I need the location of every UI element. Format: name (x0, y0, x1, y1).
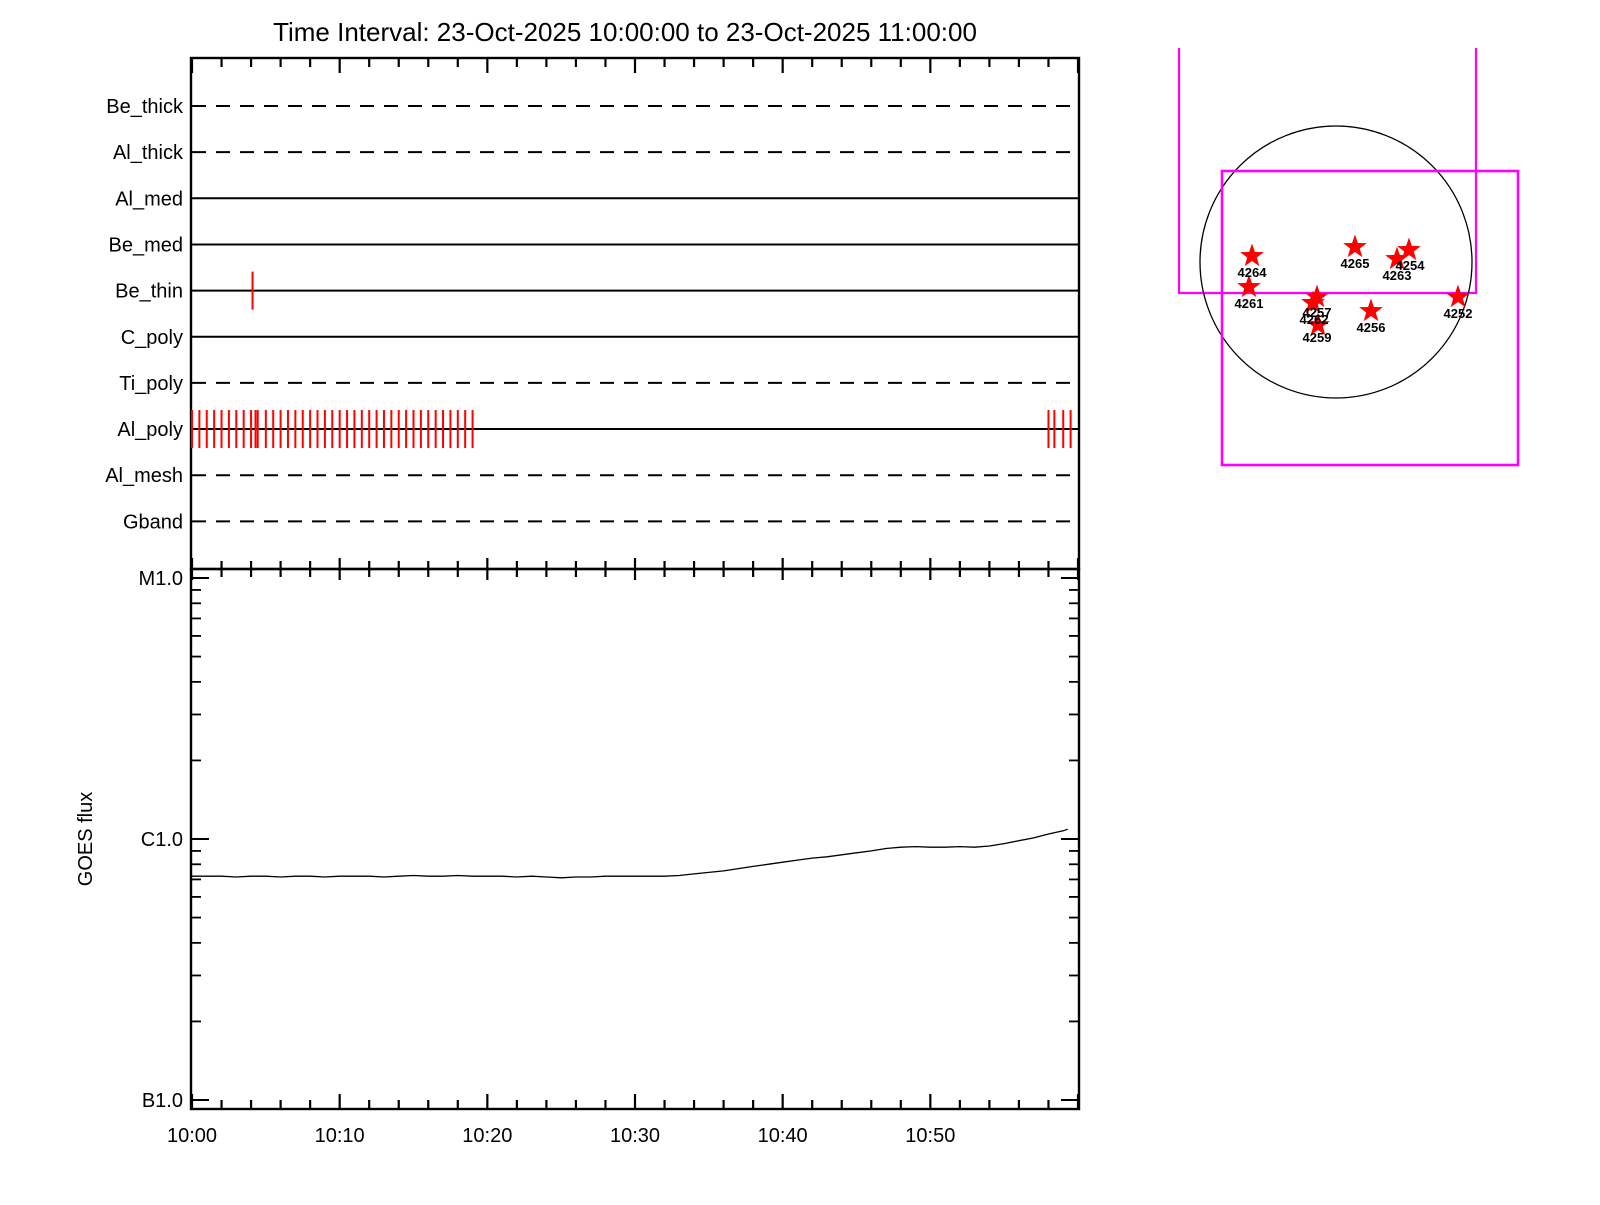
filter-row-label: Al_thick (113, 142, 184, 164)
solar-limb-circle (1199, 125, 1473, 399)
filter-row-label: Ti_poly (119, 373, 183, 395)
active-region-label: 4262 (1300, 312, 1329, 327)
filter-row-label: C_poly (121, 327, 183, 349)
filter-timeline-panel: Be_thick Al_thick Al_med Be_med Be_thin C_pol… (105, 56, 1081, 580)
goes-flux-curve (192, 828, 1068, 879)
active-region-star-marker (1237, 274, 1261, 298)
active-region-star-marker (1343, 234, 1367, 258)
filter-row-label: Be_med (109, 234, 184, 256)
active-region-star-marker (1359, 298, 1383, 322)
active-region-label: 4263 (1383, 268, 1412, 283)
active-region-star-marker (1240, 243, 1264, 267)
page-title: Time Interval: 23-Oct-2025 10:00:00 to 2… (273, 17, 977, 47)
active-region-star-marker (1301, 290, 1325, 314)
filter-row-label: Be_thick (106, 96, 184, 118)
active-region-star-marker (1306, 312, 1330, 336)
goes-x-tick-label: 10:10 (315, 1125, 365, 1147)
active-region-label: 4261 (1235, 296, 1264, 311)
active-region-label: 4254 (1396, 258, 1426, 273)
goes-x-tick-label: 10:40 (758, 1125, 808, 1147)
active-region-label: 4257 (1303, 305, 1332, 320)
filter-row-label: Al_poly (117, 419, 183, 441)
active-region-star-marker (1385, 246, 1409, 270)
goes-y-tick-label: C1.0 (141, 829, 183, 851)
goes-panel-frame (189, 567, 1081, 1111)
active-region-label: 4264 (1238, 265, 1268, 280)
active-region-star-marker (1397, 237, 1421, 261)
fov-box-lower (1220, 169, 1520, 467)
filter-row-label: Be_thin (115, 281, 183, 303)
filter-row-label: Al_med (115, 188, 183, 210)
goes-flux-panel: M1.0 C1.0 B1.0 10:00 10:10 10:20 10:30 10:40 10:… (139, 567, 1081, 1147)
goes-x-tick-label: 10:20 (462, 1125, 512, 1147)
active-region-label: 4259 (1303, 330, 1332, 345)
active-region-label: 4265 (1341, 256, 1370, 271)
goes-y-axis-title: GOES flux (75, 792, 97, 886)
goes-x-tick-label: 10:50 (905, 1125, 955, 1147)
active-region-star-marker (1446, 284, 1470, 308)
goes-x-tick-label: 10:30 (610, 1125, 660, 1147)
filter-row-label: Al_mesh (105, 465, 183, 487)
goes-y-tick-label: M1.0 (139, 568, 183, 590)
goes-x-tick-label: 10:00 (167, 1125, 217, 1147)
active-region-label: 4256 (1357, 320, 1386, 335)
filter-panel-frame (189, 56, 1081, 571)
goes-y-tick-label: B1.0 (142, 1090, 183, 1112)
active-region-star-marker (1305, 284, 1329, 308)
filter-row-label: Gband (123, 511, 183, 533)
active-region-label: 4252 (1444, 306, 1473, 321)
